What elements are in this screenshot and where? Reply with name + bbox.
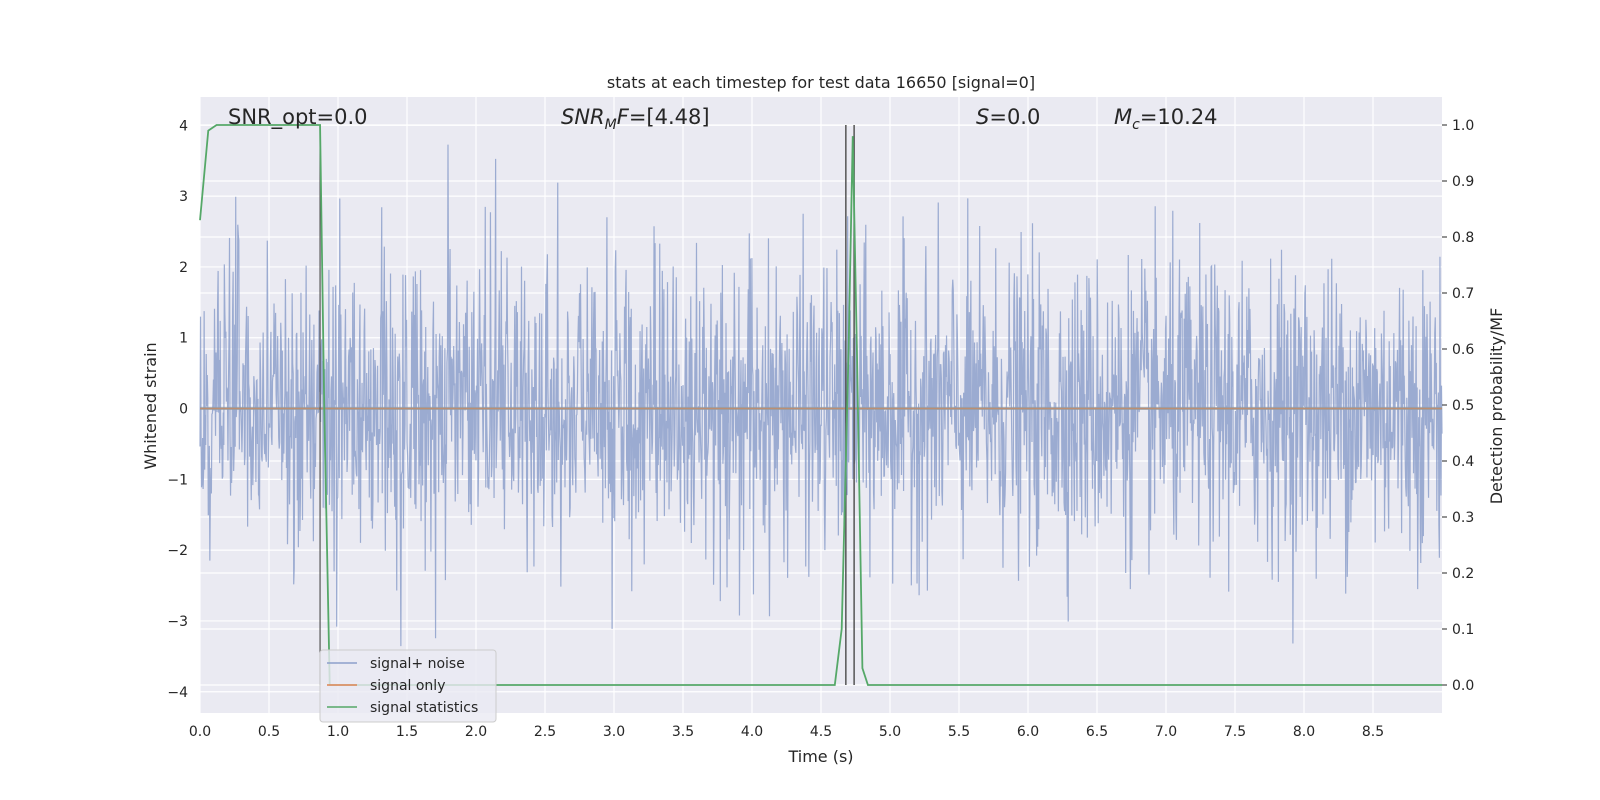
annotation-s: S=0.0	[976, 105, 1040, 129]
noise-line	[199, 144, 1443, 647]
y-right-tick-labels: 0.0 0.1 0.2 0.3 0.4 0.5 0.6 0.7 0.8 0.9 1.0	[1442, 118, 1474, 694]
legend-box	[319, 649, 497, 723]
legend: signal+ noise signal only signal statist…	[319, 649, 497, 723]
y-right-tick-label: 0.3	[1452, 510, 1474, 526]
y-tick-label: 2	[179, 260, 188, 276]
x-tick-label: 7.5	[1224, 724, 1246, 740]
y-tick-label: −4	[167, 685, 188, 701]
y-tick-label: 1	[179, 331, 188, 347]
noise-series	[199, 144, 1443, 647]
legend-label-noise: signal+ noise	[370, 656, 465, 672]
y-tick-label: −2	[167, 543, 188, 559]
y-tick-label: 3	[179, 189, 188, 205]
x-tick-label: 7.0	[1155, 724, 1177, 740]
y-right-axis-label: Detection probability/MF	[1487, 308, 1506, 505]
x-tick-label: 3.0	[603, 724, 625, 740]
y-tick-labels: −4 −3 −2 −1 0 1 2 3 4	[167, 118, 188, 700]
y-tick-label: −3	[167, 614, 188, 630]
x-tick-label: 6.0	[1017, 724, 1039, 740]
y-right-tick-label: 0.7	[1452, 286, 1474, 302]
y-right-tick-label: 0.4	[1452, 454, 1474, 470]
y-right-tick-label: 0.1	[1452, 622, 1474, 638]
y-right-tick-label: 1.0	[1452, 118, 1474, 134]
y-axis-label: Whitened strain	[141, 342, 160, 469]
x-tick-label: 0.0	[189, 724, 211, 740]
y-right-tick-label: 0.2	[1452, 566, 1474, 582]
annotation-mc: Mc=10.24	[1114, 105, 1218, 133]
x-tick-label: 1.0	[327, 724, 349, 740]
x-tick-label: 8.0	[1293, 724, 1315, 740]
x-tick-label: 2.0	[465, 724, 487, 740]
y-tick-label: 0	[179, 402, 188, 418]
x-tick-label: 5.0	[879, 724, 901, 740]
y-tick-label: 4	[179, 118, 188, 134]
x-tick-label: 5.5	[948, 724, 970, 740]
annotation-snr-mf: SNRMF=[4.48]	[561, 105, 710, 133]
x-tick-label: 4.0	[741, 724, 763, 740]
x-tick-label: 3.5	[672, 724, 694, 740]
x-tick-label: 8.5	[1362, 724, 1384, 740]
y-right-tick-label: 0.0	[1452, 678, 1474, 694]
legend-label-signal: signal only	[370, 678, 445, 694]
x-tick-label: 6.5	[1086, 724, 1108, 740]
statistics-line	[199, 124, 1442, 686]
y-tick-label: −1	[167, 472, 188, 488]
y-right-tick-label: 0.9	[1452, 174, 1474, 190]
annotation-snr-opt: SNR_opt=0.0	[228, 105, 368, 130]
y-right-tick-label: 0.5	[1452, 398, 1474, 414]
x-tick-label: 1.5	[396, 724, 418, 740]
x-tick-labels: 0.0 0.5 1.0 1.5 2.0 2.5 3.0 3.5 4.0 4.5 5.0 5.5 6.0 6…	[189, 724, 1384, 740]
y-right-tick-label: 0.8	[1452, 230, 1474, 246]
x-tick-label: 4.5	[810, 724, 832, 740]
legend-label-stats: signal statistics	[370, 700, 478, 716]
x-tick-label: 2.5	[534, 724, 556, 740]
y-right-tick-label: 0.6	[1452, 342, 1474, 358]
x-axis-label: Time (s)	[787, 747, 853, 766]
statistics-series	[199, 124, 1442, 686]
x-tick-label: 0.5	[258, 724, 280, 740]
chart-title: stats at each timestep for test data 166…	[607, 73, 1035, 92]
